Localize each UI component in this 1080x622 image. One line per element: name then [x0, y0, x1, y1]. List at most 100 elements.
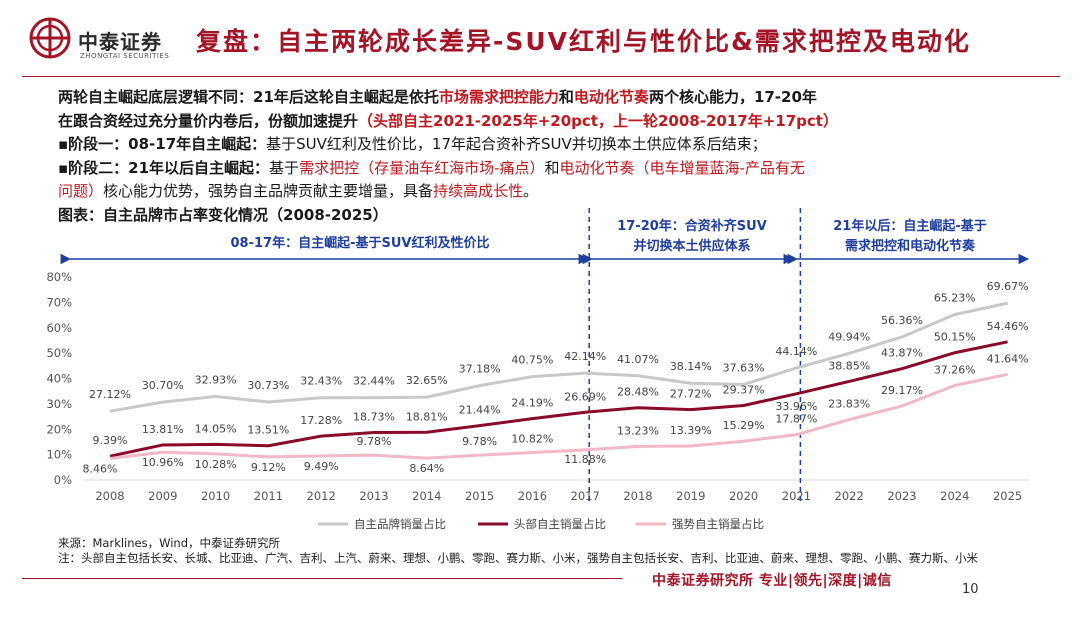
x-tick-label: 2016 [518, 489, 547, 503]
data-label: 13.81% [142, 423, 184, 436]
intro-line-2: 在跟合资经过充分量价内卷后，份额加速提升（头部自主2021-2025年+20pc… [58, 110, 1018, 134]
data-label: 10.96% [142, 456, 184, 469]
data-label: 29.17% [881, 384, 923, 397]
x-tick-label: 2020 [729, 489, 758, 503]
data-label: 17.28% [300, 414, 342, 427]
chart-caption: 图表：自主品牌市占率变化情况（2008-2025） [58, 205, 388, 224]
data-label: 8.64% [409, 462, 444, 475]
data-label: 41.64% [987, 352, 1029, 365]
title-divider [22, 76, 1060, 77]
data-label: 30.73% [247, 379, 289, 392]
stage-text: 基于 [269, 158, 300, 177]
stage-heading: ▪阶段一：08-17年自主崛起： [58, 135, 267, 153]
series-line-2 [109, 340, 1008, 458]
phase-3-label-line-1: 21年以后：自主崛起-基于 [833, 218, 987, 234]
highlight-text: 需求把控（存量油车红海市场-痛点） [299, 158, 545, 177]
stage-text: 基于SUV红利及性价比，17年起合资补齐SUV并切换本土供应体系后结束； [266, 135, 767, 153]
data-label: 8.46% [83, 463, 118, 476]
phase-2-label-line-1: 17-20年：合资补齐SUV [617, 218, 767, 234]
logo-mark-icon [29, 17, 71, 59]
y-tick-label: 40% [46, 372, 72, 386]
data-label: 15.29% [723, 419, 765, 432]
legend-label: 自主品牌销量占比 [354, 517, 446, 531]
data-label: 32.93% [195, 373, 237, 386]
y-tick-label: 60% [46, 321, 72, 335]
y-tick-label: 30% [46, 397, 72, 411]
data-label: 44.14% [775, 345, 817, 358]
stage-1: ▪阶段一：08-17年自主崛起：基于SUV红利及性价比，17年起合资补齐SUV并… [58, 133, 1018, 157]
intro-line-1: 两轮自主崛起底层逻辑不同：21年后这轮自主崛起是依托市场需求把控能力和电动化节奏… [58, 86, 1018, 110]
phase-1-label: 08-17年：自主崛起-基于SUV红利及性价比 [231, 235, 490, 251]
data-label: 38.85% [828, 359, 870, 372]
x-tick-label: 2019 [676, 489, 705, 503]
data-label: 38.14% [670, 360, 712, 373]
highlight-text: 市场需求把控能力 [438, 88, 559, 106]
intro-text: 两轮自主崛起底层逻辑不同：21年后这轮自主崛起是依托 [58, 88, 439, 106]
stage-heading: ▪阶段二：21年以后自主崛起： [58, 158, 270, 177]
data-label: 32.44% [353, 375, 395, 388]
highlight-text: 持续高成长性 [433, 182, 524, 200]
data-label: 10.28% [195, 458, 237, 471]
data-label: 33.96% [775, 400, 817, 413]
data-label: 13.23% [617, 424, 659, 437]
data-label: 54.46% [987, 320, 1029, 333]
phase-2-label-line-2: 并切换本土供应体系 [633, 238, 750, 254]
data-label: 41.07% [617, 353, 659, 366]
x-tick-label: 2011 [254, 489, 283, 503]
x-tick-label: 2010 [201, 489, 230, 503]
source-note: 来源：Marklines，Wind，中泰证券研究所 [58, 536, 281, 550]
series-line-3 [109, 372, 1008, 461]
footnote: 注：头部自主包括长安、长城、比亚迪、广汽、吉利、上汽、蔚来、理想、小鹏、零跑、赛… [58, 551, 978, 565]
data-label: 18.81% [406, 410, 448, 423]
data-label: 32.65% [406, 374, 448, 387]
legend-label: 头部自主销量占比 [514, 517, 606, 531]
data-label: 24.19% [511, 397, 553, 410]
data-label: 69.67% [987, 280, 1029, 293]
x-tick-label: 2023 [887, 489, 916, 503]
data-label: 50.15% [934, 331, 976, 344]
data-label: 30.70% [142, 379, 184, 392]
share-line-chart: 08-17年：自主崛起-基于SUV红利及性价比 17-20年：合资补齐SUV 并… [46, 208, 1030, 531]
x-tick-label: 2018 [623, 489, 652, 503]
y-tick-label: 20% [46, 422, 72, 436]
data-label: 27.12% [89, 388, 131, 401]
x-tick-label: 2017 [571, 489, 600, 503]
x-tick-label: 2014 [412, 489, 441, 503]
data-label: 40.75% [511, 354, 553, 367]
legend-label: 强势自主销量占比 [672, 517, 764, 531]
y-tick-label: 0% [54, 473, 72, 487]
data-label: 11.88% [564, 453, 606, 466]
data-label: 65.23% [934, 291, 976, 304]
phase-3-label-line-2: 需求把控和电动化节奏 [845, 238, 976, 254]
series-line-1 [109, 301, 1008, 413]
x-tick-label: 2025 [993, 489, 1022, 503]
x-tick-label: 2015 [465, 489, 494, 503]
x-tick-label: 2008 [95, 489, 124, 503]
data-label: 26.69% [564, 390, 606, 403]
stage-text: 和 [544, 158, 560, 177]
data-label: 37.18% [459, 363, 501, 376]
data-label: 9.39% [93, 434, 128, 447]
y-tick-label: 10% [46, 448, 72, 462]
y-tick-label: 80% [46, 270, 72, 284]
intro-text: 在跟合资经过充分量价内卷后，份额加速提升 [58, 111, 359, 130]
data-label: 13.51% [247, 424, 289, 437]
stage-text: 核心能力优势，强势自主品牌贡献主要增量，具备 [103, 182, 434, 200]
x-tick-label: 2013 [359, 489, 388, 503]
logo-subtext: ZHONGTAI SECURITIES [80, 52, 170, 60]
data-label: 23.83% [828, 398, 870, 411]
data-label: 17.87% [775, 413, 817, 426]
stage-2: ▪阶段二：21年以后自主崛起：基于需求把控（存量油车红海市场-痛点）和电动化节奏… [58, 157, 1018, 204]
data-label: 29.37% [723, 383, 765, 396]
data-label: 9.78% [357, 435, 392, 448]
data-label: 10.82% [511, 433, 553, 446]
highlight-text: 问题） [58, 182, 104, 200]
data-label: 49.94% [828, 330, 870, 343]
data-label: 43.87% [881, 347, 923, 360]
data-label: 37.26% [934, 363, 976, 376]
y-tick-label: 70% [46, 295, 72, 309]
stage-text: 。 [523, 182, 539, 200]
x-tick-label: 2012 [307, 489, 336, 503]
page-number: 10 [962, 582, 979, 597]
highlight-text: 电动化节奏（电车增量蓝海-产品有无 [559, 158, 805, 177]
